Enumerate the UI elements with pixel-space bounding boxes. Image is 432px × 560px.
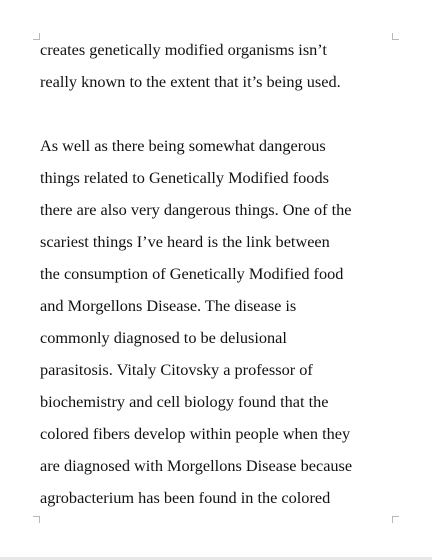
margin-corner-bottom-right [392, 516, 399, 523]
text-line: colored fibers develop within people whe… [40, 424, 351, 443]
page-bottom-edge [0, 557, 432, 560]
text-line: scariest things I’ve heard is the link b… [40, 232, 330, 251]
margin-corner-top-left [33, 33, 40, 40]
text-line: creates genetically modified organisms i… [40, 40, 327, 59]
text-line: commonly diagnosed to be delusional [40, 328, 287, 347]
text-line: the consumption of Genetically Modified … [40, 264, 344, 283]
text-line: As well as there being somewhat dangerou… [40, 136, 326, 155]
paragraph: creates genetically modified organisms i… [40, 34, 400, 98]
margin-corner-top-right [392, 33, 399, 40]
text-line: biochemistry and cell biology found that… [40, 392, 329, 411]
margin-corner-bottom-left [33, 516, 40, 523]
text-line: parasitosis. Vitaly Citovsky a professor… [40, 360, 313, 379]
text-line: there are also very dangerous things. On… [40, 200, 352, 219]
paragraph-spacing [40, 98, 400, 130]
text-line: really known to the extent that it’s bei… [40, 72, 341, 91]
text-line: agrobacterium has been found in the colo… [40, 488, 331, 507]
paragraph: As well as there being somewhat dangerou… [40, 130, 400, 514]
text-line: and Morgellons Disease. The disease is [40, 296, 297, 315]
text-line: things related to Genetically Modified f… [40, 168, 329, 187]
document-body[interactable]: creates genetically modified organisms i… [40, 34, 400, 514]
text-line: are diagnosed with Morgellons Disease be… [40, 456, 353, 475]
